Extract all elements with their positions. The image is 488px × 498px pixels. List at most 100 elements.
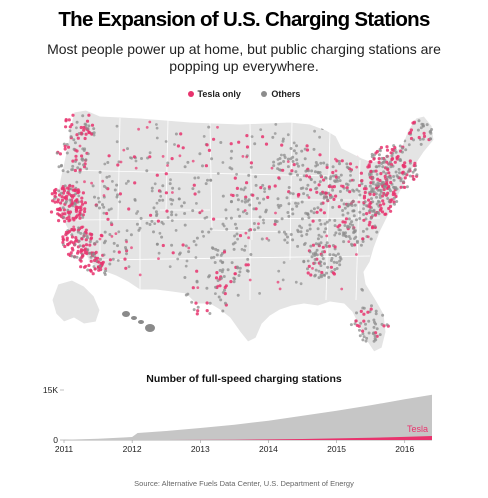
- other-station-dot: [224, 208, 228, 212]
- other-station-dot: [210, 256, 213, 260]
- other-station-dot: [74, 160, 77, 163]
- tesla-station-dot: [97, 260, 101, 264]
- tesla-station-dot: [238, 234, 243, 238]
- tesla-station-dot: [164, 172, 168, 176]
- other-station-dot: [208, 274, 211, 278]
- other-station-dot: [259, 128, 263, 131]
- other-station-dot: [208, 301, 212, 305]
- other-station-dot: [304, 241, 307, 245]
- other-station-dot: [302, 260, 306, 264]
- tesla-station-dot: [388, 214, 392, 218]
- other-station-dot: [170, 202, 174, 206]
- tesla-station-dot: [53, 200, 57, 204]
- tesla-station-dot: [404, 239, 408, 242]
- other-station-dot: [394, 170, 398, 174]
- other-station-dot: [313, 274, 317, 278]
- tesla-station-dot: [76, 213, 79, 217]
- other-station-dot: [161, 184, 165, 188]
- tesla-station-dot: [411, 174, 415, 178]
- other-station-dot: [314, 161, 318, 164]
- other-station-dot: [306, 259, 310, 263]
- other-station-dot: [235, 193, 239, 197]
- tesla-station-dot: [93, 258, 97, 263]
- other-station-dot: [66, 170, 70, 174]
- other-station-dot: [376, 188, 380, 192]
- other-station-dot: [328, 218, 331, 222]
- other-station-dot: [319, 222, 323, 226]
- other-station-dot: [280, 217, 284, 221]
- other-station-dot: [342, 240, 346, 244]
- other-station-dot: [86, 268, 90, 272]
- other-station-dot: [295, 204, 299, 208]
- tesla-station-dot: [70, 246, 74, 250]
- tesla-station-dot: [56, 200, 60, 204]
- other-station-dot: [204, 182, 208, 186]
- tesla-station-dot: [79, 248, 83, 252]
- other-station-dot: [72, 147, 76, 151]
- tesla-station-dot: [362, 194, 367, 198]
- x-tick-label: 2015: [327, 444, 346, 454]
- other-station-dot: [169, 178, 172, 182]
- tesla-station-dot: [196, 286, 200, 289]
- other-station-dot: [346, 224, 350, 228]
- tesla-station-dot: [137, 127, 141, 131]
- other-station-dot: [104, 186, 108, 190]
- other-station-dot: [405, 185, 409, 189]
- state-border-line: [95, 255, 371, 261]
- x-tick-label: 2011: [55, 444, 74, 454]
- other-station-dot: [106, 161, 110, 164]
- other-station-dot: [206, 178, 209, 182]
- other-station-dot: [353, 140, 357, 143]
- tesla-station-dot: [100, 261, 104, 265]
- tesla-station-dot: [362, 218, 366, 222]
- other-station-dot: [176, 257, 180, 261]
- other-station-dot: [124, 182, 128, 185]
- tesla-station-dot: [191, 286, 195, 290]
- tesla-station-dot: [311, 243, 315, 247]
- other-station-dot: [203, 216, 207, 220]
- tesla-station-dot: [389, 209, 393, 213]
- other-station-dot: [380, 162, 384, 165]
- tesla-station-dot: [74, 208, 78, 212]
- tesla-station-dot: [71, 195, 75, 199]
- other-station-dot: [236, 237, 240, 241]
- other-station-dot: [386, 197, 390, 200]
- other-station-dot: [389, 189, 392, 193]
- other-station-dot: [378, 333, 382, 337]
- tesla-station-dot: [161, 155, 165, 158]
- tesla-station-dot: [80, 154, 84, 158]
- other-station-dot: [339, 173, 343, 177]
- tesla-station-dot: [98, 237, 102, 241]
- other-station-dot: [98, 264, 102, 268]
- other-station-dot: [102, 211, 106, 215]
- tesla-station-dot: [368, 205, 372, 209]
- tesla-station-dot: [382, 202, 386, 206]
- other-station-dot: [307, 169, 310, 173]
- tesla-station-dot: [91, 272, 95, 276]
- other-station-dot: [321, 250, 325, 254]
- other-station-dot: [371, 182, 375, 186]
- tesla-station-dot: [403, 185, 407, 189]
- tesla-station-dot: [305, 148, 310, 152]
- other-station-dot: [135, 222, 139, 226]
- other-station-dot: [362, 213, 366, 216]
- other-station-dot: [314, 251, 318, 255]
- other-station-dot: [221, 194, 225, 198]
- tesla-station-dot: [334, 175, 338, 179]
- other-station-dot: [341, 233, 345, 237]
- other-station-dot: [138, 226, 142, 230]
- other-station-dot: [60, 163, 63, 167]
- other-station-dot: [304, 169, 308, 173]
- other-station-dot: [61, 169, 65, 173]
- tesla-station-dot: [79, 259, 83, 263]
- page-subtitle: Most people power up at home, but public…: [47, 41, 441, 74]
- other-station-dot: [281, 139, 285, 143]
- tesla-station-dot: [367, 198, 371, 202]
- tesla-station-dot: [105, 211, 109, 216]
- tesla-station-dot: [403, 164, 407, 168]
- tesla-station-dot: [106, 217, 110, 221]
- other-station-dot: [401, 146, 404, 150]
- tesla-station-dot: [187, 246, 191, 250]
- other-station-dot: [314, 187, 318, 191]
- tesla-station-dot: [88, 268, 93, 272]
